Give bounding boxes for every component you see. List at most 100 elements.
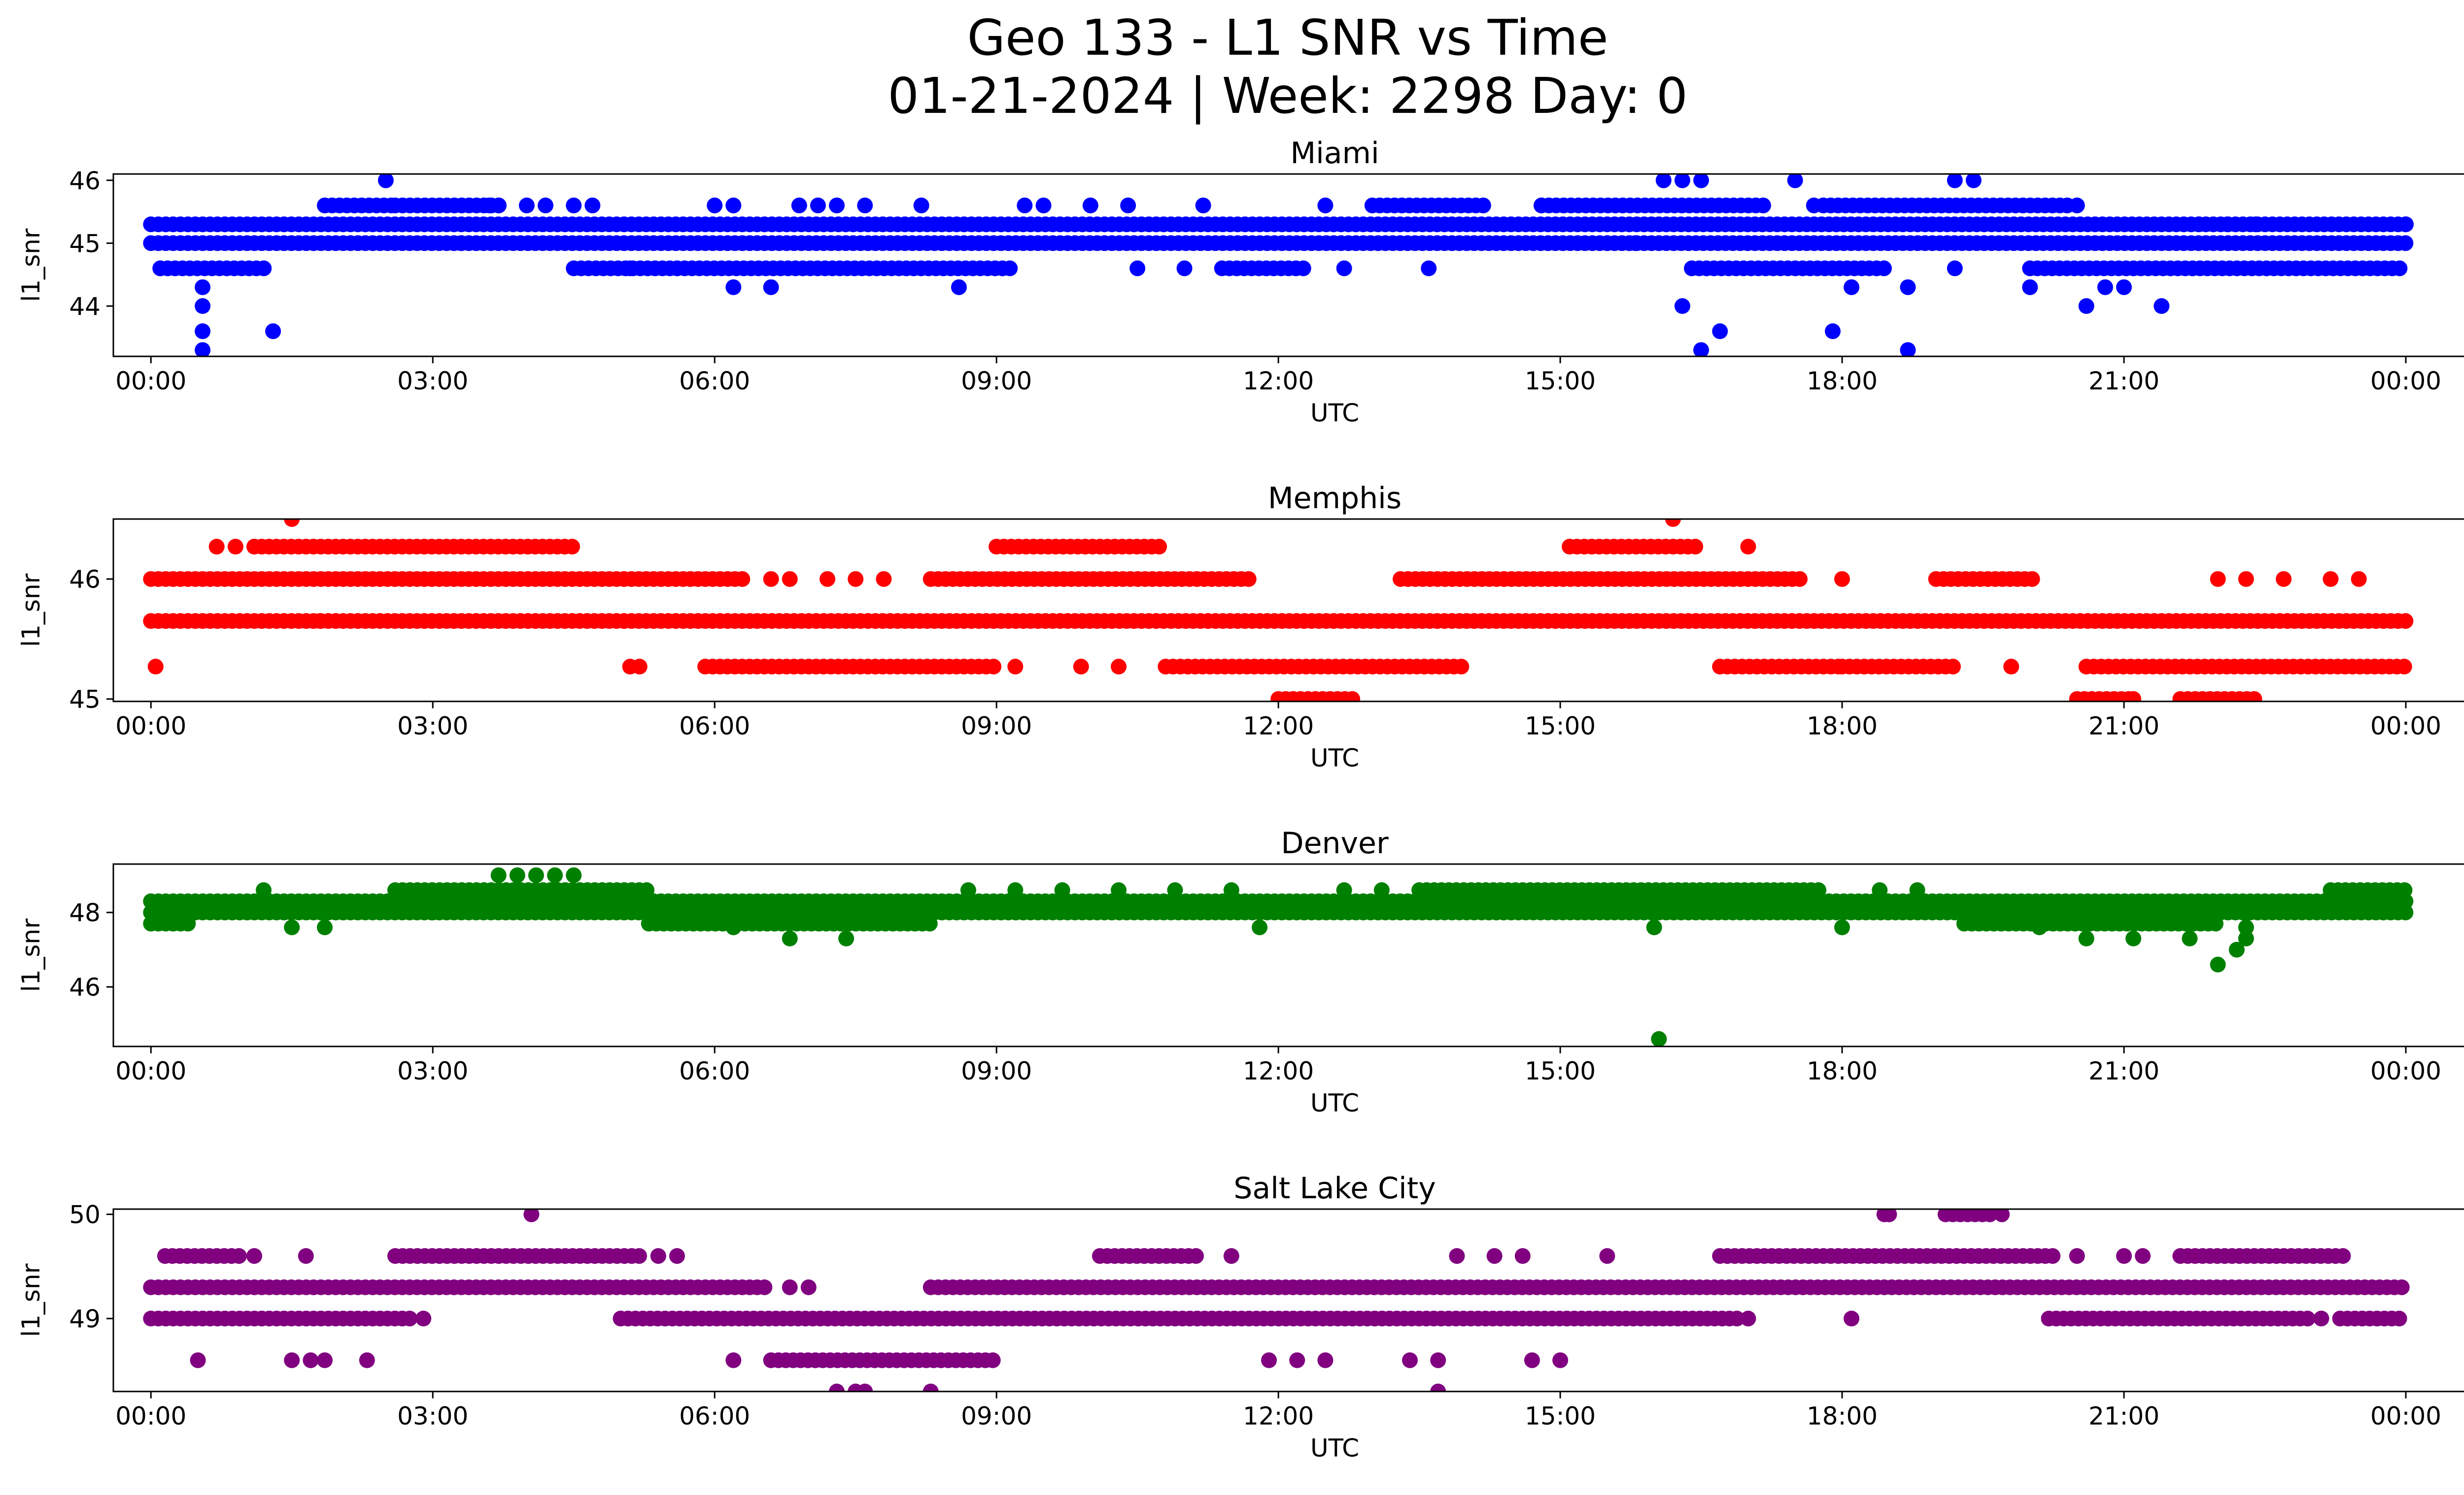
data-point <box>1188 1248 1204 1264</box>
x-tick-label: 18:00 <box>1807 1402 1878 1430</box>
data-point <box>547 867 563 883</box>
data-point <box>2125 931 2142 946</box>
data-point <box>1129 260 1146 277</box>
data-point <box>1054 882 1070 898</box>
data-point <box>1195 197 1211 213</box>
data-point <box>1965 174 1982 188</box>
data-point <box>2078 931 2094 946</box>
data-point <box>2397 904 2414 921</box>
data-point <box>986 659 1002 675</box>
data-point <box>1982 1209 1998 1222</box>
data-point <box>1740 1311 1756 1326</box>
y-tick-label: 48 <box>69 899 101 927</box>
y-axis-label: l1_snr <box>17 573 45 647</box>
x-tick-label: 03:00 <box>397 367 468 395</box>
data-point <box>1252 919 1267 936</box>
data-point <box>2191 216 2207 233</box>
panel-title: Miami <box>1290 136 1379 171</box>
data-point <box>1336 260 1352 277</box>
data-point <box>1844 1311 1860 1326</box>
y-tick-label: 46 <box>69 565 101 594</box>
data-point <box>312 613 328 629</box>
y-tick-label: 46 <box>69 167 101 195</box>
data-point <box>734 571 751 587</box>
data-point <box>2207 915 2224 932</box>
data-point <box>359 1352 375 1368</box>
data-point <box>1947 174 1963 188</box>
x-tick-label: 00:00 <box>2370 712 2441 740</box>
y-tick-label: 46 <box>69 973 101 1002</box>
x-tick-label: 21:00 <box>2088 712 2159 740</box>
panel-title: Denver <box>1281 826 1389 861</box>
x-tick-label: 00:00 <box>115 1402 186 1430</box>
x-tick-label: 18:00 <box>1807 712 1878 740</box>
data-point <box>829 1384 845 1391</box>
data-point <box>1552 1352 1569 1368</box>
data-point <box>2116 279 2132 295</box>
data-point <box>1834 571 1850 587</box>
data-point <box>566 867 582 883</box>
x-tick-label: 12:00 <box>1243 367 1314 395</box>
data-point <box>2210 571 2226 587</box>
data-point <box>985 1352 1001 1368</box>
data-point <box>490 867 507 883</box>
data-point <box>2246 691 2262 701</box>
x-tick-label: 03:00 <box>397 1057 468 1085</box>
data-point <box>1151 539 1167 555</box>
data-point <box>564 539 580 555</box>
data-point <box>1674 174 1690 188</box>
data-point <box>284 519 300 527</box>
data-point <box>1120 197 1136 213</box>
data-point <box>1712 323 1728 339</box>
x-tick-label: 12:00 <box>1243 1402 1314 1430</box>
data-point <box>2097 279 2113 295</box>
data-point <box>960 882 976 898</box>
data-point <box>639 882 654 898</box>
y-tick-label: 50 <box>69 1201 101 1229</box>
data-point <box>195 342 211 356</box>
data-point <box>481 197 497 213</box>
data-point <box>1007 882 1024 898</box>
data-point <box>1655 174 1672 188</box>
data-point <box>2045 1248 2061 1264</box>
data-point <box>402 1311 418 1326</box>
data-point <box>1421 260 1437 277</box>
data-point <box>509 867 525 883</box>
data-point <box>1240 571 1257 587</box>
data-point <box>1524 1352 1540 1368</box>
data-point <box>1176 260 1193 277</box>
data-point <box>791 197 807 213</box>
x-tick-label: 00:00 <box>2370 1057 2441 1085</box>
scatter-series <box>143 174 2414 356</box>
data-point <box>1453 659 1470 675</box>
data-point <box>838 931 855 946</box>
x-tick-label: 03:00 <box>397 712 468 740</box>
y-axis-label: l1_snr <box>17 918 45 992</box>
data-point <box>622 260 638 277</box>
data-point <box>1646 919 1662 936</box>
data-point <box>756 1279 773 1295</box>
data-point <box>190 1352 206 1368</box>
data-point <box>284 919 300 936</box>
data-point <box>1945 659 1961 675</box>
data-point <box>2182 931 2198 946</box>
panel-denver: 00:00 03:00 06:00 09:00 12:00 15:00 18:00 21:00… <box>17 826 2464 1117</box>
data-point <box>2238 931 2254 946</box>
data-point <box>1693 342 1709 356</box>
data-point <box>1082 197 1098 213</box>
scatter-series <box>143 1209 2410 1391</box>
x-tick-label: 03:00 <box>397 1402 468 1430</box>
data-point <box>265 323 281 339</box>
data-point <box>2116 1248 2132 1264</box>
data-point <box>1475 197 1491 213</box>
x-tick-label: 21:00 <box>2088 1057 2159 1085</box>
data-point <box>913 197 929 213</box>
x-tick-label: 00:00 <box>2370 367 2441 395</box>
data-point <box>195 298 211 314</box>
x-tick-label: 09:00 <box>961 1057 1032 1085</box>
data-point <box>763 279 779 295</box>
data-point <box>1223 1248 1239 1264</box>
panel-salt-lake-city: 00:00 03:00 06:00 09:00 12:00 15:00 18:00 21:00… <box>17 1171 2464 1462</box>
data-point <box>725 279 742 295</box>
